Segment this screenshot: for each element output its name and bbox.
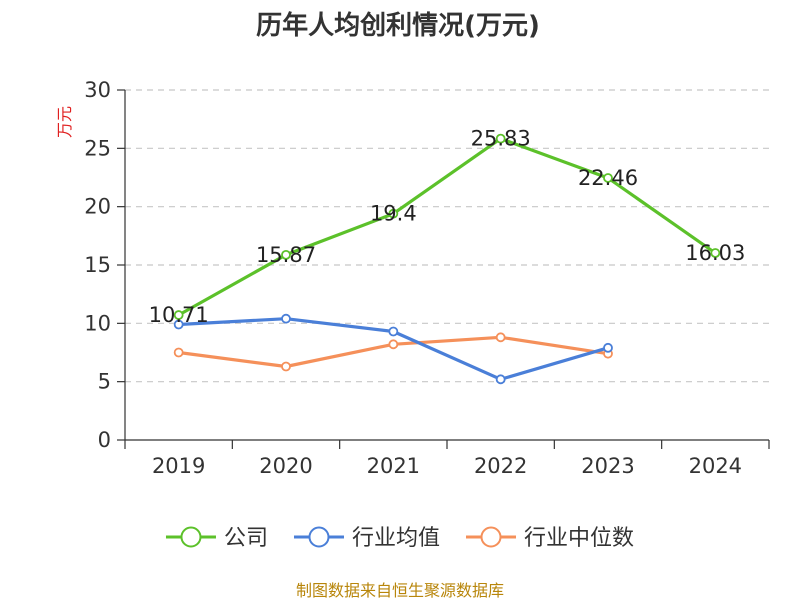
data-point[interactable] — [388, 326, 399, 337]
y-axis-unit-label: 万元 — [55, 106, 74, 138]
series-3 — [173, 332, 613, 372]
y-tick-label: 15 — [84, 253, 111, 277]
x-tick-label: 2023 — [581, 454, 634, 478]
data-label: 15.87 — [256, 243, 316, 267]
data-point[interactable] — [603, 173, 613, 183]
data-label: 10.71 — [149, 303, 209, 327]
y-tick-label: 30 — [84, 78, 111, 102]
x-tick-label: 2024 — [689, 454, 742, 478]
legend-item-1[interactable]: 公司 — [165, 526, 268, 551]
x-tick-label: 2020 — [259, 454, 312, 478]
x-tick-label: 2021 — [367, 454, 420, 478]
data-point[interactable] — [388, 339, 399, 350]
chart-title: 历年人均创利情况(万元) — [256, 10, 540, 41]
legend[interactable]: 公司 行业均值 行业中位数 — [165, 526, 634, 551]
x-tick-label: 2022 — [474, 454, 527, 478]
data-label: 16.03 — [685, 241, 745, 265]
data-point[interactable] — [603, 342, 613, 353]
data-point[interactable] — [495, 332, 506, 343]
data-point[interactable] — [388, 208, 399, 219]
y-tick-label: 10 — [84, 311, 111, 335]
series-lines — [173, 133, 721, 385]
data-label: 19.4 — [370, 202, 417, 226]
data-point[interactable] — [495, 133, 506, 144]
series-1 — [173, 133, 721, 320]
data-point[interactable] — [173, 310, 184, 320]
data-point[interactable] — [281, 361, 291, 372]
legend-item-3[interactable]: 行业中位数 — [466, 526, 634, 551]
data-point[interactable] — [173, 319, 184, 330]
grid-lines — [125, 89, 769, 383]
y-tick-label: 0 — [98, 428, 111, 452]
y-tick-label: 20 — [84, 195, 111, 219]
y-tick-label: 25 — [84, 136, 111, 160]
series-line — [177, 137, 717, 317]
data-point[interactable] — [495, 374, 506, 385]
legend-marker-icon — [308, 526, 330, 548]
data-point[interactable] — [281, 249, 291, 260]
series-2 — [173, 313, 613, 385]
legend-marker-icon — [180, 526, 202, 548]
data-label: 25.83 — [471, 127, 531, 151]
legend-label: 行业均值 — [352, 526, 440, 551]
y-tick-label: 5 — [98, 370, 111, 394]
source-note: 制图数据来自恒生聚源数据库 — [296, 581, 504, 600]
data-point[interactable] — [281, 313, 291, 324]
data-label: 22.46 — [578, 166, 638, 190]
legend-marker-icon — [480, 526, 502, 548]
legend-label: 公司 — [224, 526, 268, 551]
data-labels: 10.71 15.87 19.4 25.83 22.46 16.03 — [149, 127, 746, 327]
legend-item-2[interactable]: 行业均值 — [293, 526, 440, 551]
axes: 0 5 10 15 20 25 30 2019 2020 2021 2022 2023 2024 — [84, 78, 770, 478]
x-tick-label: 2019 — [152, 454, 205, 478]
data-point[interactable] — [710, 248, 721, 258]
legend-label: 行业中位数 — [524, 526, 634, 551]
data-point[interactable] — [173, 347, 184, 358]
